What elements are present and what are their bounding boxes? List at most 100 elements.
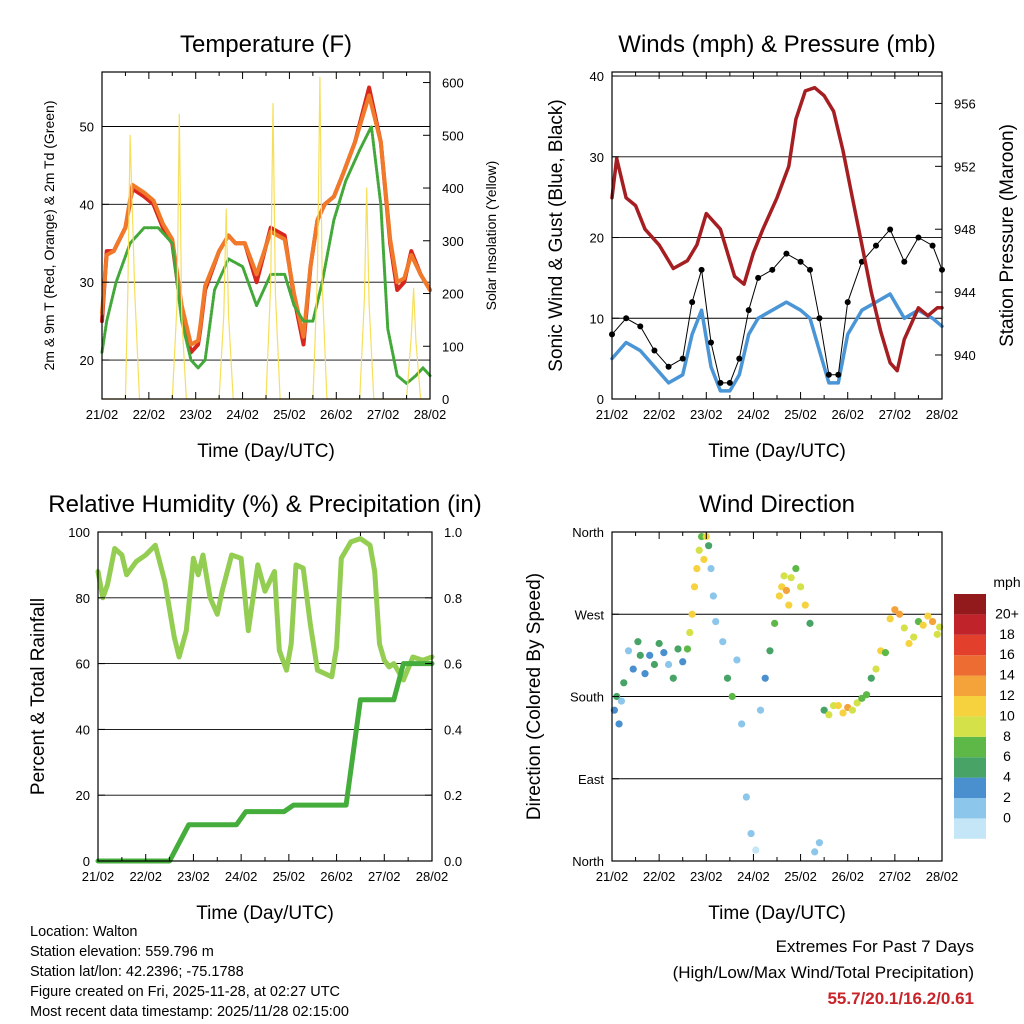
panel2-gust-point xyxy=(717,379,724,386)
panel3-ytick-label: 20 xyxy=(76,788,90,803)
panel4-direction-point xyxy=(660,649,668,657)
panel4-colorbar-label: 8 xyxy=(1003,728,1011,744)
panel4-direction-point xyxy=(752,846,760,854)
panel4-direction-point xyxy=(775,592,783,600)
panel4-direction-point xyxy=(700,555,708,564)
panel2-xtick-label: 27/02 xyxy=(879,407,912,422)
panel2-xlabel: Time (Day/UTC) xyxy=(708,441,846,462)
panel4-direction-point xyxy=(872,665,880,673)
panel1-xtick-label: 28/02 xyxy=(414,407,447,422)
panel2-xtick-label: 21/02 xyxy=(596,407,629,422)
panel1-xtick-label: 26/02 xyxy=(320,407,353,422)
panel2-gust-point xyxy=(901,258,908,265)
panel4-direction-point xyxy=(693,564,701,573)
panel3-ytick-label: 100 xyxy=(68,525,90,540)
panel4-direction-point xyxy=(924,612,932,620)
panel3-ylabel: Percent & Total Rainfall xyxy=(28,598,49,795)
panel2-ytick-label: 20 xyxy=(590,231,604,246)
panel4-direction-point xyxy=(796,583,805,591)
panel4-direction-point xyxy=(695,546,703,554)
panel4-colorbar-swatch xyxy=(954,818,986,839)
panel4-direction-point xyxy=(785,601,793,609)
station-info: Location: Walton Station elevation: 559.… xyxy=(30,922,349,1022)
panel1-xtick-label: 25/02 xyxy=(273,407,306,422)
panel2-gust-point xyxy=(651,347,658,354)
panel4-colorbar-swatch xyxy=(954,675,986,696)
panel1-ytick-right-label: 0 xyxy=(442,392,449,407)
panel4-direction-point xyxy=(690,583,699,591)
panel3-ytick-right-label: 0.6 xyxy=(444,657,462,672)
panel4-direction-point xyxy=(709,592,717,600)
panel4-colorbar-swatch xyxy=(954,798,986,819)
panel4-ytick-label: North xyxy=(572,854,604,869)
panel4-direction-point xyxy=(761,674,769,682)
panel4-direction-point xyxy=(655,639,663,648)
panel3-title: Relative Humidity (%) & Precipitation (i… xyxy=(48,491,481,518)
panel4-direction-point xyxy=(747,829,755,838)
panel1-xtick-label: 24/02 xyxy=(226,407,259,422)
panel1-xlabel: Time (Day/UTC) xyxy=(197,441,335,462)
panel4-ytick-label: East xyxy=(578,772,604,787)
panel2-gust-point xyxy=(689,299,696,306)
panel4-colorbar-swatch xyxy=(954,634,986,656)
panel2-gust-point xyxy=(698,266,705,273)
panel2-title: Winds (mph) & Pressure (mb) xyxy=(618,31,935,58)
panel4-direction-point xyxy=(933,630,941,638)
panel2-ytick-right-label: 944 xyxy=(954,285,976,300)
panel2-ytick-right-label: 956 xyxy=(954,96,976,111)
panel4-direction-point xyxy=(688,610,696,618)
panel2-gust-point xyxy=(844,299,851,306)
panel4-title: Wind Direction xyxy=(699,491,855,518)
panel4-direction-point xyxy=(686,628,694,637)
panel1-ytick-right-label: 200 xyxy=(442,287,464,302)
extremes-subtitle: (High/Low/Max Wind/Total Precipitation) xyxy=(672,963,974,982)
panel2-xtick-label: 23/02 xyxy=(690,407,723,422)
panel4-colorbar-swatch xyxy=(954,777,986,798)
panel2-group xyxy=(609,71,945,400)
info-recent: Most recent data timestamp: 2025/11/28 0… xyxy=(30,1004,349,1020)
panel2-gust-point xyxy=(736,355,743,362)
panel4-direction-point xyxy=(848,706,857,714)
panel4-direction-point xyxy=(853,699,861,707)
panel4-direction-point xyxy=(900,624,908,632)
panel2-xtick-label: 24/02 xyxy=(737,407,770,422)
panel1-ytick-right-label: 300 xyxy=(442,234,464,249)
panel4-colorbar-swatch xyxy=(954,614,986,635)
panel4-direction-point xyxy=(705,542,713,550)
panel4-direction-point xyxy=(629,665,637,673)
panel4-colorbar-label: 6 xyxy=(1003,748,1011,764)
panel4-colorbar-label: 12 xyxy=(999,687,1015,703)
panel4-direction-point xyxy=(862,691,871,699)
info-created: Figure created on Fri, 2025-11-28, at 02… xyxy=(30,984,341,1000)
panel2-ytick-label: 40 xyxy=(590,69,604,84)
panel3-xtick-label: 28/02 xyxy=(416,869,449,884)
panel2-gust-point xyxy=(708,339,714,346)
panel4-direction-point xyxy=(782,586,791,595)
panel4-colorbar-swatch xyxy=(954,696,986,717)
panel4-xtick-label: 22/02 xyxy=(643,869,676,884)
panel2-gust-point xyxy=(726,379,733,386)
panel2-ytick-label: 30 xyxy=(590,150,604,165)
panel1-title: Temperature (F) xyxy=(180,31,352,58)
panel4-colorbar-label: 14 xyxy=(999,667,1015,683)
panel3-group xyxy=(95,531,435,864)
panel4-direction-point xyxy=(620,679,628,687)
panel4-xtick-label: 28/02 xyxy=(926,869,959,884)
panel2-gust-point xyxy=(783,250,790,257)
panel1-ytick-label: 30 xyxy=(80,275,94,290)
panel4-direction-point xyxy=(766,647,774,655)
panel4-colorbar-label: 18 xyxy=(999,626,1015,642)
panel4-direction-point xyxy=(624,647,633,655)
panel1-xtick-label: 22/02 xyxy=(133,407,166,422)
panel2-gust-point xyxy=(915,234,922,241)
info-latlon: Station lat/lon: 42.2396; -75.1788 xyxy=(30,964,244,980)
panel4-direction-point xyxy=(728,692,736,701)
panel4-direction-point xyxy=(806,619,814,627)
panel3-ytick-label: 80 xyxy=(76,591,90,606)
panel2-gust-point xyxy=(769,266,776,273)
panel4-direction-point xyxy=(738,720,746,728)
panel3-xtick-label: 23/02 xyxy=(177,869,210,884)
panel1-ytick-label: 40 xyxy=(80,197,94,212)
panel3-xtick-label: 22/02 xyxy=(129,869,162,884)
panel3-ytick-right-label: 1.0 xyxy=(444,525,462,540)
